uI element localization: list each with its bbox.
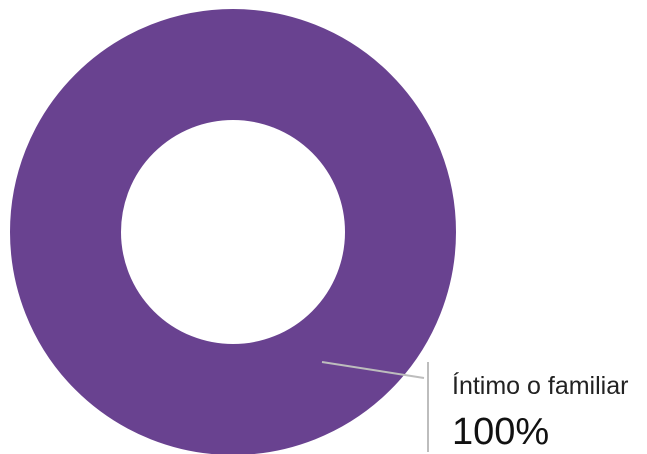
slice-callout: Íntimo o familiar 100% <box>321 361 628 453</box>
donut-slice-0 <box>10 9 456 454</box>
slice-value-label: 100% <box>452 411 549 453</box>
leader-line <box>321 361 425 379</box>
slice-label: Íntimo o familiar <box>452 371 628 400</box>
donut-slices <box>10 9 456 454</box>
